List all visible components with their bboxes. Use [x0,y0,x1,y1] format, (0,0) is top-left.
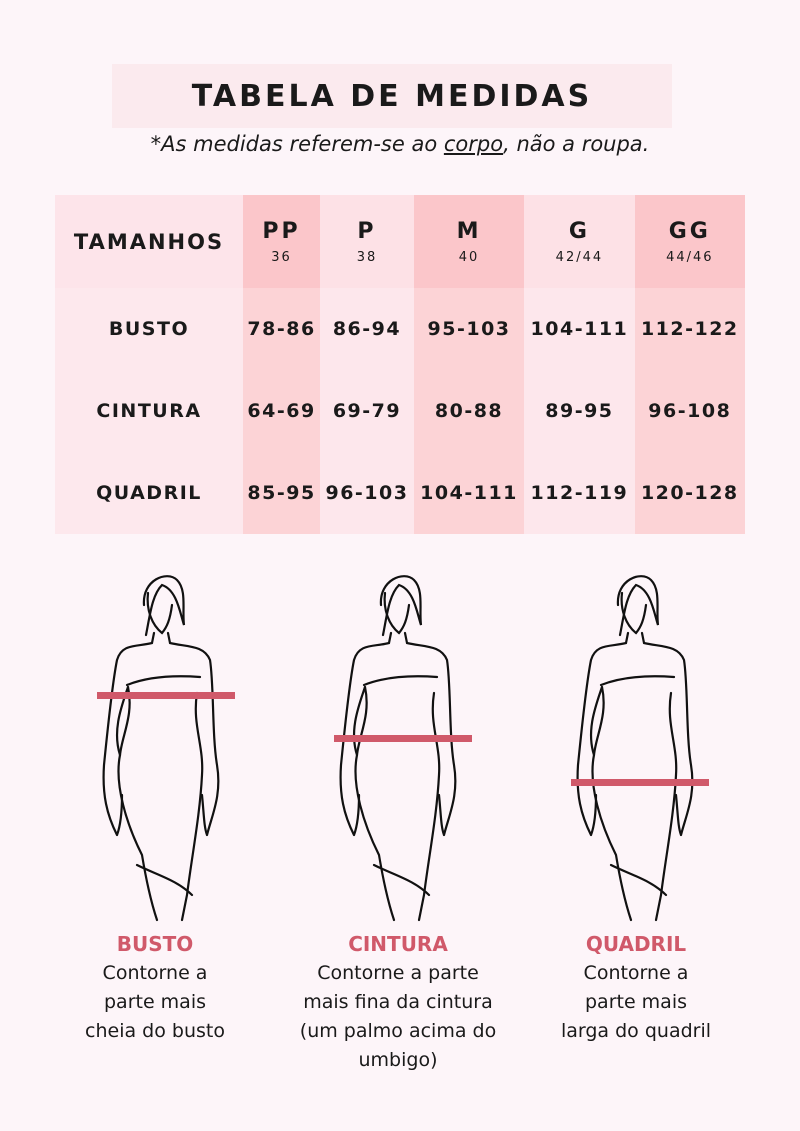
note-prefix: *As medidas referem-se ao [150,132,444,156]
note-underlined: corpo [443,132,504,156]
woman-figure-waist [319,565,479,925]
woman-outline-icon [571,575,709,922]
size-number: 44/46 [666,249,714,265]
caption-waist: CINTURA Contorne a parte mais fina da ci… [258,930,538,1075]
size-table: TAMANHOS PP 36 P 38 M 40 G 42/44 GG 44/46 BUS… [55,195,745,534]
caption-title: CINTURA [348,932,448,956]
caption-line: Contorne a [583,962,689,984]
cell: 86-94 [320,288,414,370]
cell: 96-108 [634,370,745,452]
cell: 104-111 [413,452,525,534]
size-header: PP 36 [243,195,321,288]
table-row: CINTURA 64-69 69-79 80-88 89-95 96-108 [55,370,745,452]
caption-title: QUADRIL [585,932,687,956]
header-label: TAMANHOS [55,195,243,288]
caption-bust: BUSTO Contorne a parte mais cheia do bus… [15,930,295,1046]
measurement-bar [97,692,235,699]
size-name: M [456,218,482,244]
caption-line: parte mais [584,991,688,1013]
size-header: GG 44/46 [634,195,745,288]
woman-outline-icon [97,575,235,922]
note-suffix: , não a roupa. [503,132,650,156]
size-number: 38 [356,249,378,265]
caption-title: BUSTO [116,932,194,956]
cell: 120-128 [634,452,745,534]
caption-line: parte mais [103,991,207,1013]
size-name: PP [262,218,301,244]
caption-line: mais fina da cintura [303,991,493,1013]
row-label: CINTURA [55,370,243,452]
cell: 78-86 [243,288,321,370]
measurement-bar [571,779,709,786]
table-row: BUSTO 78-86 86-94 95-103 104-111 112-122 [55,288,745,370]
caption-line: (um palmo acima do umbigo) [299,1020,497,1071]
size-number: 40 [458,249,480,265]
size-name: G [568,218,590,244]
caption-line: Contorne a parte [317,962,479,984]
caption-line: Contorne a [102,962,208,984]
size-header: G 42/44 [524,195,635,288]
cell: 85-95 [243,452,321,534]
size-number: 42/44 [555,249,604,265]
cell: 104-111 [524,288,635,370]
cell: 95-103 [413,288,525,370]
woman-figure-bust [82,565,242,925]
cell: 89-95 [524,370,635,452]
size-number: 36 [271,249,292,265]
title-banner: TABELA DE MEDIDAS [112,64,672,128]
cell: 112-119 [524,452,635,534]
caption-hip: QUADRIL Contorne a parte mais larga do q… [496,930,776,1046]
size-header: P 38 [320,195,414,288]
cell: 80-88 [413,370,525,452]
woman-figure-hip [556,565,716,925]
size-name: P [357,218,377,244]
cell: 96-103 [320,452,414,534]
woman-outline-icon [334,575,472,922]
caption-line: larga do quadril [560,1020,712,1042]
row-label: BUSTO [55,288,243,370]
cell: 64-69 [243,370,321,452]
measurement-note: *As medidas referem-se ao corpo, não a r… [0,132,800,156]
measurement-bar [334,735,472,742]
row-label: QUADRIL [55,452,243,534]
table-header-row: TAMANHOS PP 36 P 38 M 40 G 42/44 GG 44/46 [55,195,745,288]
cell: 112-122 [634,288,745,370]
cell: 69-79 [320,370,414,452]
size-header: M 40 [413,195,525,288]
table-row: QUADRIL 85-95 96-103 104-111 112-119 120… [55,452,745,534]
page-title: TABELA DE MEDIDAS [191,78,593,114]
size-name: GG [668,218,711,244]
caption-line: cheia do busto [85,1020,225,1042]
